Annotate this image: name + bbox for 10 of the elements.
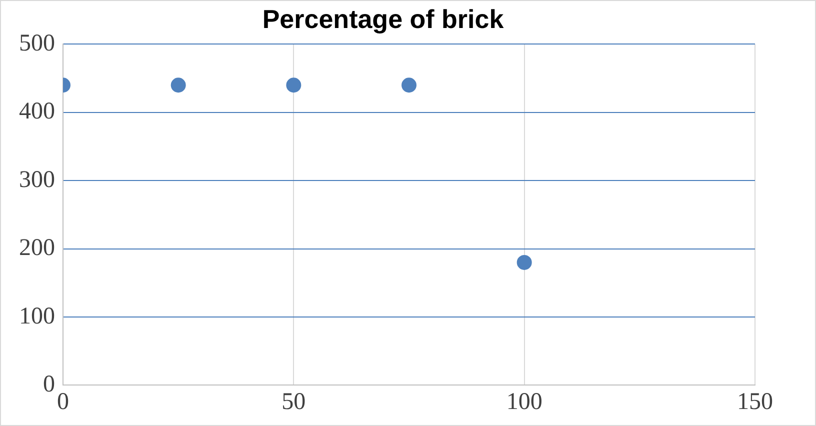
x-tick-label: 50 <box>282 388 306 415</box>
y-tick-label: 300 <box>19 166 55 193</box>
chart-title: Percentage of brick <box>262 4 504 34</box>
y-tick-label: 200 <box>19 235 55 262</box>
y-tick-label: 0 <box>43 371 55 398</box>
y-tick-label: 500 <box>19 30 55 56</box>
x-tick-label: 150 <box>737 388 773 415</box>
y-tick-label: 100 <box>19 303 55 330</box>
x-tick-label: 100 <box>506 388 542 415</box>
y-tick-label: 400 <box>19 98 55 125</box>
